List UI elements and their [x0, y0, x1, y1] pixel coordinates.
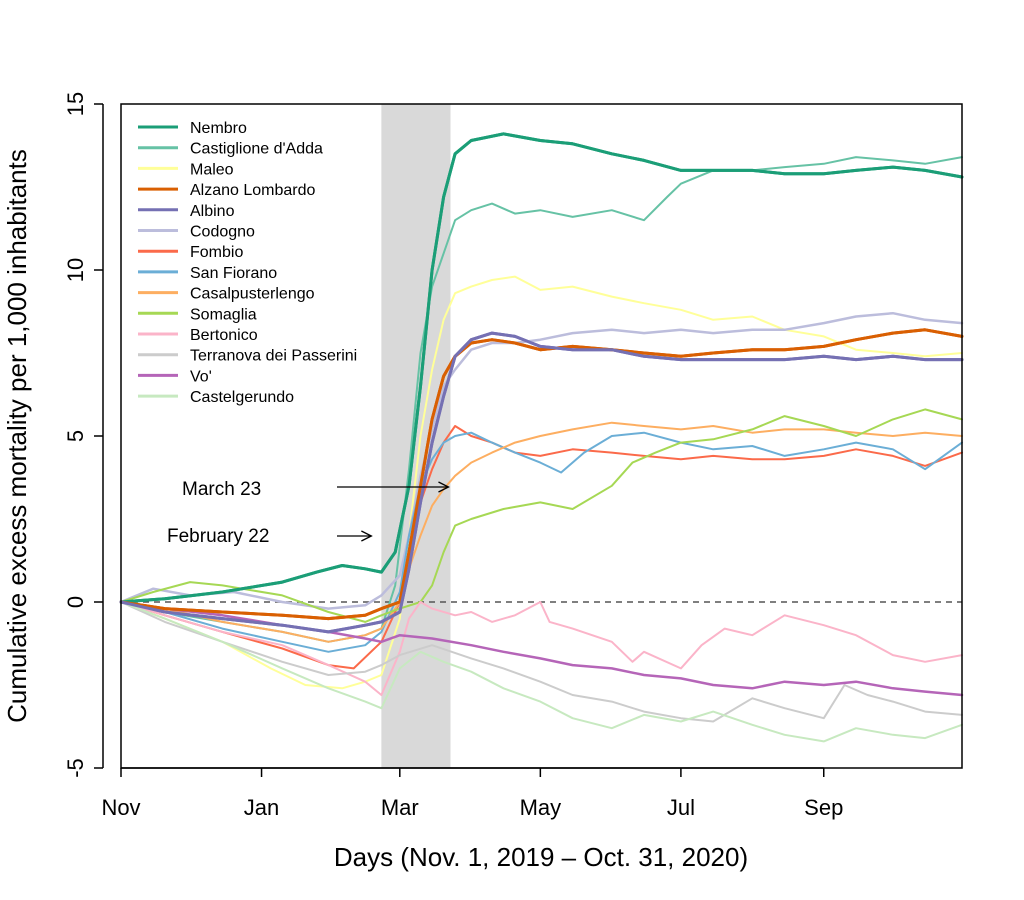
x-tick-label: Jan [244, 795, 279, 820]
series-line-top-4 [119, 331, 964, 634]
legend-label-9: Somaglia [190, 306, 257, 323]
y-tick-label: 0 [63, 596, 88, 608]
x-tick-label: May [520, 795, 562, 820]
legend-label-7: San Fiorano [190, 265, 277, 282]
legend-label-0: Nembro [190, 120, 247, 137]
x-axis-title: Days (Nov. 1, 2019 – Oct. 31, 2020) [334, 842, 748, 872]
legend-label-13: Castelgerundo [190, 389, 294, 406]
y-tick-label: -5 [63, 758, 88, 778]
series-line-11 [120, 601, 963, 723]
series-line-10 [120, 601, 963, 696]
legend-label-3: Alzano Lombardo [190, 182, 316, 199]
x-tick-label: Mar [381, 795, 419, 820]
legend-label-1: Castiglione d'Adda [190, 141, 323, 158]
annotation-label-0: March 23 [182, 479, 261, 500]
y-axis-title: Cumulative excess mortality per 1,000 in… [2, 149, 32, 723]
legend-label-10: Bertonico [190, 327, 258, 344]
series-line-5 [119, 311, 964, 610]
x-tick-label: Jul [667, 795, 695, 820]
series-line-2 [120, 275, 963, 690]
annotation-label-1: February 22 [167, 526, 269, 547]
annotation-arrowhead-1 [361, 530, 373, 542]
legend-label-8: Casalpusterlengo [190, 286, 315, 303]
legend-label-2: Maleo [190, 161, 234, 178]
legend-label-11: Terranova dei Passerini [190, 348, 357, 365]
x-tick-label: Sep [804, 795, 843, 820]
legend-label-12: Vo' [190, 368, 212, 385]
annotation-arrowhead-0 [438, 481, 450, 493]
legend-label-6: Fombio [190, 244, 243, 261]
legend-label-5: Codogno [190, 224, 255, 241]
series-line-13 [120, 601, 963, 743]
y-tick-label: 5 [63, 430, 88, 442]
legend-label-4: Albino [190, 203, 235, 220]
x-tick-label: Nov [101, 795, 140, 820]
series-line-top-0 [119, 132, 964, 604]
y-tick-label: 10 [63, 258, 88, 282]
series-line-top-3 [119, 328, 964, 621]
series-line-9 [120, 408, 963, 623]
y-tick-label: 15 [63, 92, 88, 116]
